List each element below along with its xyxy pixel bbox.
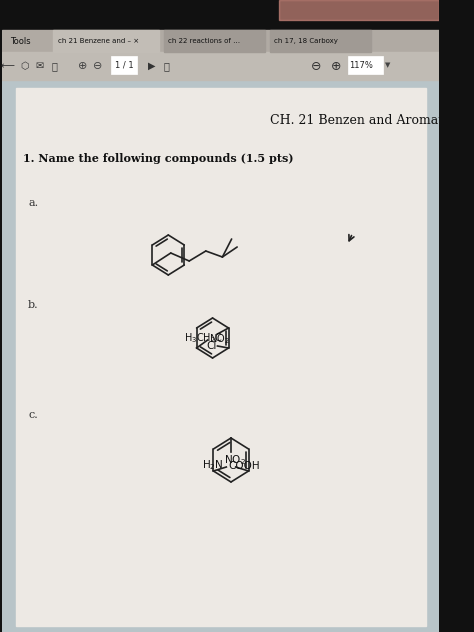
Text: Tools: Tools: [10, 37, 30, 46]
Text: ch 17, 18 Carboxy: ch 17, 18 Carboxy: [274, 38, 338, 44]
Text: a.: a.: [28, 198, 38, 208]
Text: ✋: ✋: [164, 61, 170, 71]
Text: NO$_2$: NO$_2$: [210, 332, 230, 346]
Text: 1. Name the following compounds (1.5 pts): 1. Name the following compounds (1.5 pts…: [23, 152, 293, 164]
Bar: [348, 56, 383, 74]
Bar: [270, 30, 371, 52]
Text: ⊕: ⊕: [330, 59, 341, 73]
Text: ch 21 Benzene and – ×: ch 21 Benzene and – ×: [58, 38, 139, 44]
Bar: [111, 56, 137, 74]
Text: c.: c.: [28, 410, 38, 420]
Text: ▶: ▶: [148, 61, 155, 71]
Text: 1 / 1: 1 / 1: [115, 61, 133, 70]
Text: ⊖: ⊖: [93, 61, 102, 71]
Text: ⊕: ⊕: [78, 61, 87, 71]
Text: ▼: ▼: [385, 62, 390, 68]
Text: ⟵: ⟵: [1, 61, 15, 71]
Text: 117%: 117%: [349, 61, 373, 70]
Text: b.: b.: [28, 300, 39, 310]
Text: NO$_2$: NO$_2$: [224, 453, 246, 467]
Text: ⊖: ⊖: [311, 59, 322, 73]
Bar: [2, 0, 439, 30]
Bar: [164, 30, 265, 52]
Bar: [2, 52, 439, 80]
Text: CH. 21 Benzen and Aromati: CH. 21 Benzen and Aromati: [270, 114, 447, 126]
Bar: [2, 80, 439, 632]
Text: H$_2$N: H$_2$N: [202, 458, 224, 472]
Text: Cl: Cl: [206, 341, 217, 351]
Text: ch 22 reactions of …: ch 22 reactions of …: [168, 38, 240, 44]
Text: H$_3$CH$_2$C: H$_3$CH$_2$C: [184, 331, 223, 345]
Text: ✉: ✉: [35, 61, 43, 71]
Bar: [279, 0, 439, 20]
Bar: [16, 88, 426, 626]
Text: ⬡: ⬡: [20, 61, 29, 71]
Bar: [2, 30, 439, 52]
Text: COOH: COOH: [228, 461, 260, 471]
Bar: [53, 30, 159, 52]
Text: ⌕: ⌕: [51, 61, 57, 71]
